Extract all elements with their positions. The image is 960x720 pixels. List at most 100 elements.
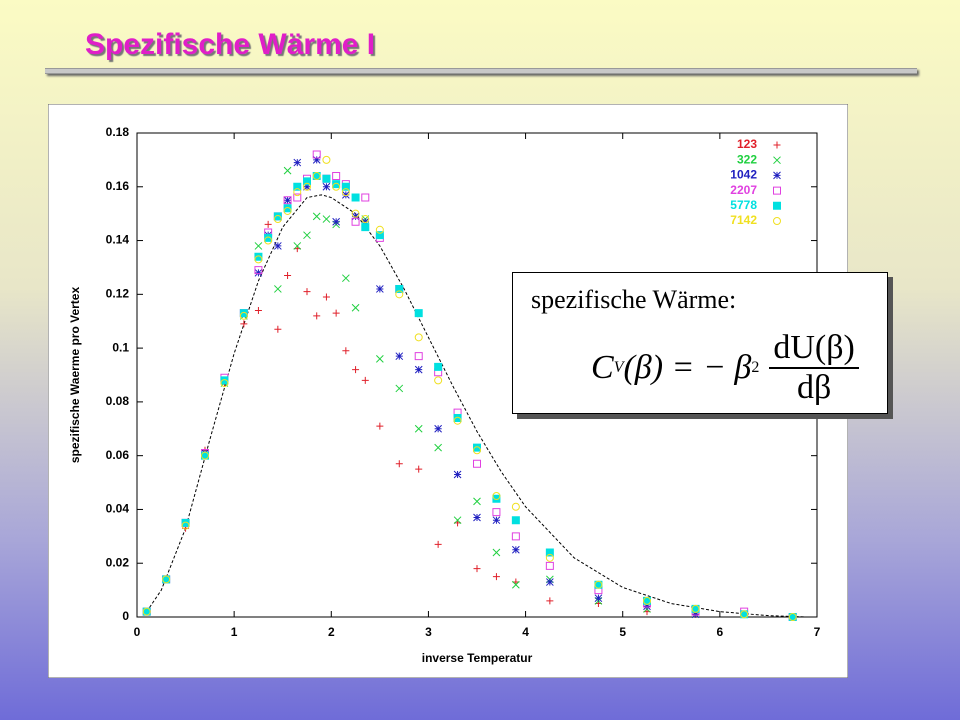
- data-point: [332, 217, 340, 226]
- data-point: [142, 607, 151, 616]
- legend-marker: [772, 217, 782, 225]
- data-point: [642, 596, 652, 605]
- data-point: [594, 580, 603, 589]
- formula-power: 2: [751, 359, 760, 376]
- title-rule: [45, 68, 917, 74]
- y-tick-label: 0.16: [106, 179, 130, 193]
- data-point: [492, 494, 501, 503]
- y-tick-label: 0.12: [106, 287, 130, 301]
- x-tick-label: 6: [717, 625, 724, 639]
- data-point: [342, 274, 350, 283]
- data-point: [414, 365, 423, 374]
- data-point: [376, 422, 384, 430]
- data-point: [293, 188, 302, 197]
- data-point: [492, 548, 501, 557]
- data-point: [322, 174, 331, 183]
- data-point: [546, 578, 554, 586]
- y-tick-label: 0.1: [112, 340, 129, 354]
- data-point: [546, 597, 554, 605]
- data-point: [322, 215, 331, 223]
- data-point: [351, 193, 360, 202]
- y-tick-label: 0.14: [106, 233, 130, 247]
- data-point: [283, 196, 292, 205]
- legend-marker: [773, 186, 781, 195]
- x-tick-label: 7: [814, 625, 821, 639]
- data-point: [492, 516, 501, 525]
- data-point: [254, 266, 263, 275]
- data-point: [341, 188, 350, 197]
- data-point: [512, 545, 520, 554]
- data-point: [643, 602, 651, 611]
- data-point: [376, 355, 384, 363]
- x-tick-label: 0: [134, 625, 141, 639]
- data-point: [313, 312, 321, 320]
- data-point: [395, 352, 404, 361]
- data-point: [283, 206, 292, 215]
- slide-title: Spezifische Wärme I: [85, 28, 376, 61]
- y-tick-label: 0.04: [106, 502, 130, 516]
- x-tick-label: 5: [619, 625, 626, 639]
- data-point: [312, 150, 321, 159]
- data-point: [492, 573, 500, 581]
- formula-denominator: dβ: [796, 369, 832, 406]
- data-point: [434, 362, 443, 371]
- y-tick-label: 0.06: [106, 448, 130, 462]
- data-point: [283, 196, 292, 205]
- data-point: [254, 242, 263, 250]
- y-tick-label: 0.18: [106, 125, 130, 139]
- data-point: [594, 594, 603, 603]
- data-point: [473, 565, 481, 573]
- data-point: [351, 209, 360, 218]
- data-point: [312, 156, 321, 164]
- formula-numerator: dU(β): [769, 329, 859, 369]
- data-point: [511, 502, 520, 511]
- data-point: [264, 236, 273, 245]
- data-point: [361, 215, 370, 224]
- data-point: [283, 166, 292, 175]
- data-point: [361, 223, 370, 232]
- data-point: [352, 366, 360, 374]
- data-point: [254, 306, 262, 314]
- data-point: [415, 465, 423, 473]
- data-point: [274, 325, 282, 333]
- data-point: [273, 215, 282, 224]
- data-point: [312, 172, 321, 181]
- data-point: [545, 553, 554, 562]
- data-point: [434, 540, 442, 548]
- data-point: [332, 172, 341, 181]
- legend-label: 5778: [730, 198, 757, 212]
- data-point: [342, 190, 350, 199]
- data-point: [511, 532, 520, 541]
- data-point: [414, 424, 423, 433]
- y-tick-label: 0.02: [106, 555, 130, 569]
- data-point: [788, 613, 797, 621]
- text-box-label: spezifische Wärme:: [531, 285, 737, 314]
- legend-label: 2207: [730, 183, 757, 197]
- data-point: [200, 451, 210, 460]
- data-point: [322, 293, 330, 301]
- data-point: [453, 416, 462, 425]
- data-point: [303, 231, 311, 240]
- data-point: [303, 182, 311, 191]
- data-point: [473, 497, 481, 506]
- data-point: [395, 460, 403, 468]
- formula-fraction: dU(β) dβ: [769, 329, 859, 407]
- data-point: [332, 182, 341, 191]
- data-point: [361, 217, 370, 226]
- data-point: [293, 158, 302, 167]
- legend-marker: [773, 201, 781, 210]
- legend-label: 1042: [730, 168, 757, 182]
- data-point: [181, 521, 190, 530]
- data-point: [691, 610, 700, 619]
- data-point: [264, 220, 272, 228]
- fit-curve: [146, 194, 808, 618]
- data-point: [492, 508, 501, 517]
- data-point: [376, 285, 384, 293]
- data-point: [434, 424, 442, 433]
- data-point: [511, 516, 520, 525]
- data-point: [453, 470, 462, 479]
- data-point: [414, 309, 423, 318]
